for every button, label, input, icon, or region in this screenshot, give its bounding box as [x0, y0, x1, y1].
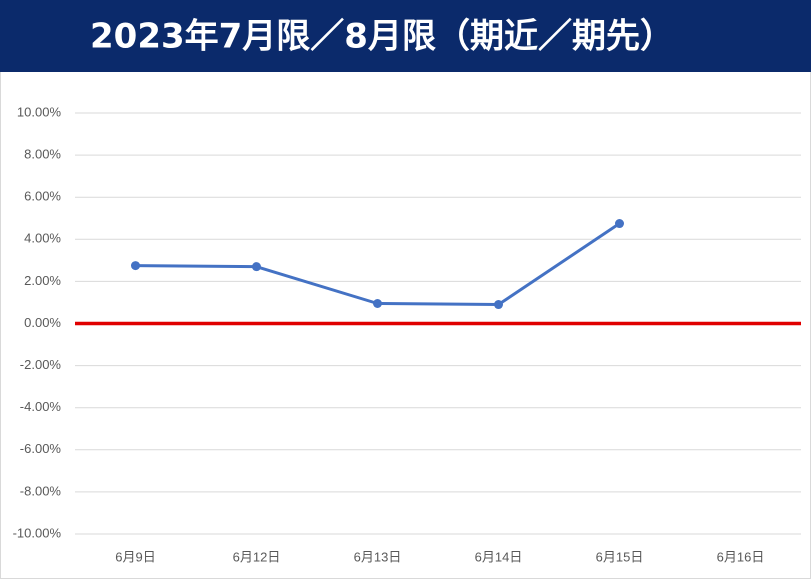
title-banner — [0, 0, 811, 72]
x-tick-label: 6月12日 — [233, 549, 281, 564]
y-tick-label: -4.00% — [20, 399, 62, 414]
y-tick-label: 10.00% — [17, 104, 62, 119]
y-tick-label: 4.00% — [24, 231, 61, 246]
data-point — [373, 299, 382, 309]
y-tick-label: 6.00% — [24, 189, 61, 204]
x-tick-label: 6月16日 — [717, 549, 765, 564]
y-tick-label: -2.00% — [20, 357, 62, 372]
data-point — [252, 262, 261, 272]
x-tick-label: 6月13日 — [354, 549, 402, 564]
y-tick-label: 0.00% — [24, 315, 61, 330]
y-tick-label: -6.00% — [20, 441, 62, 456]
x-tick-label: 6月9日 — [115, 549, 155, 564]
y-tick-label: -10.00% — [13, 525, 62, 540]
y-tick-label: -8.00% — [20, 483, 62, 498]
data-point — [494, 300, 503, 310]
x-tick-label: 6月15日 — [596, 549, 644, 564]
chart-title: 2023年7月限／8月限（期近／期先） — [90, 17, 674, 57]
y-tick-label: 2.00% — [24, 273, 61, 288]
data-point — [615, 219, 624, 229]
x-tick-label: 6月14日 — [475, 549, 523, 564]
y-tick-label: 8.00% — [24, 147, 61, 162]
data-point — [131, 261, 140, 271]
